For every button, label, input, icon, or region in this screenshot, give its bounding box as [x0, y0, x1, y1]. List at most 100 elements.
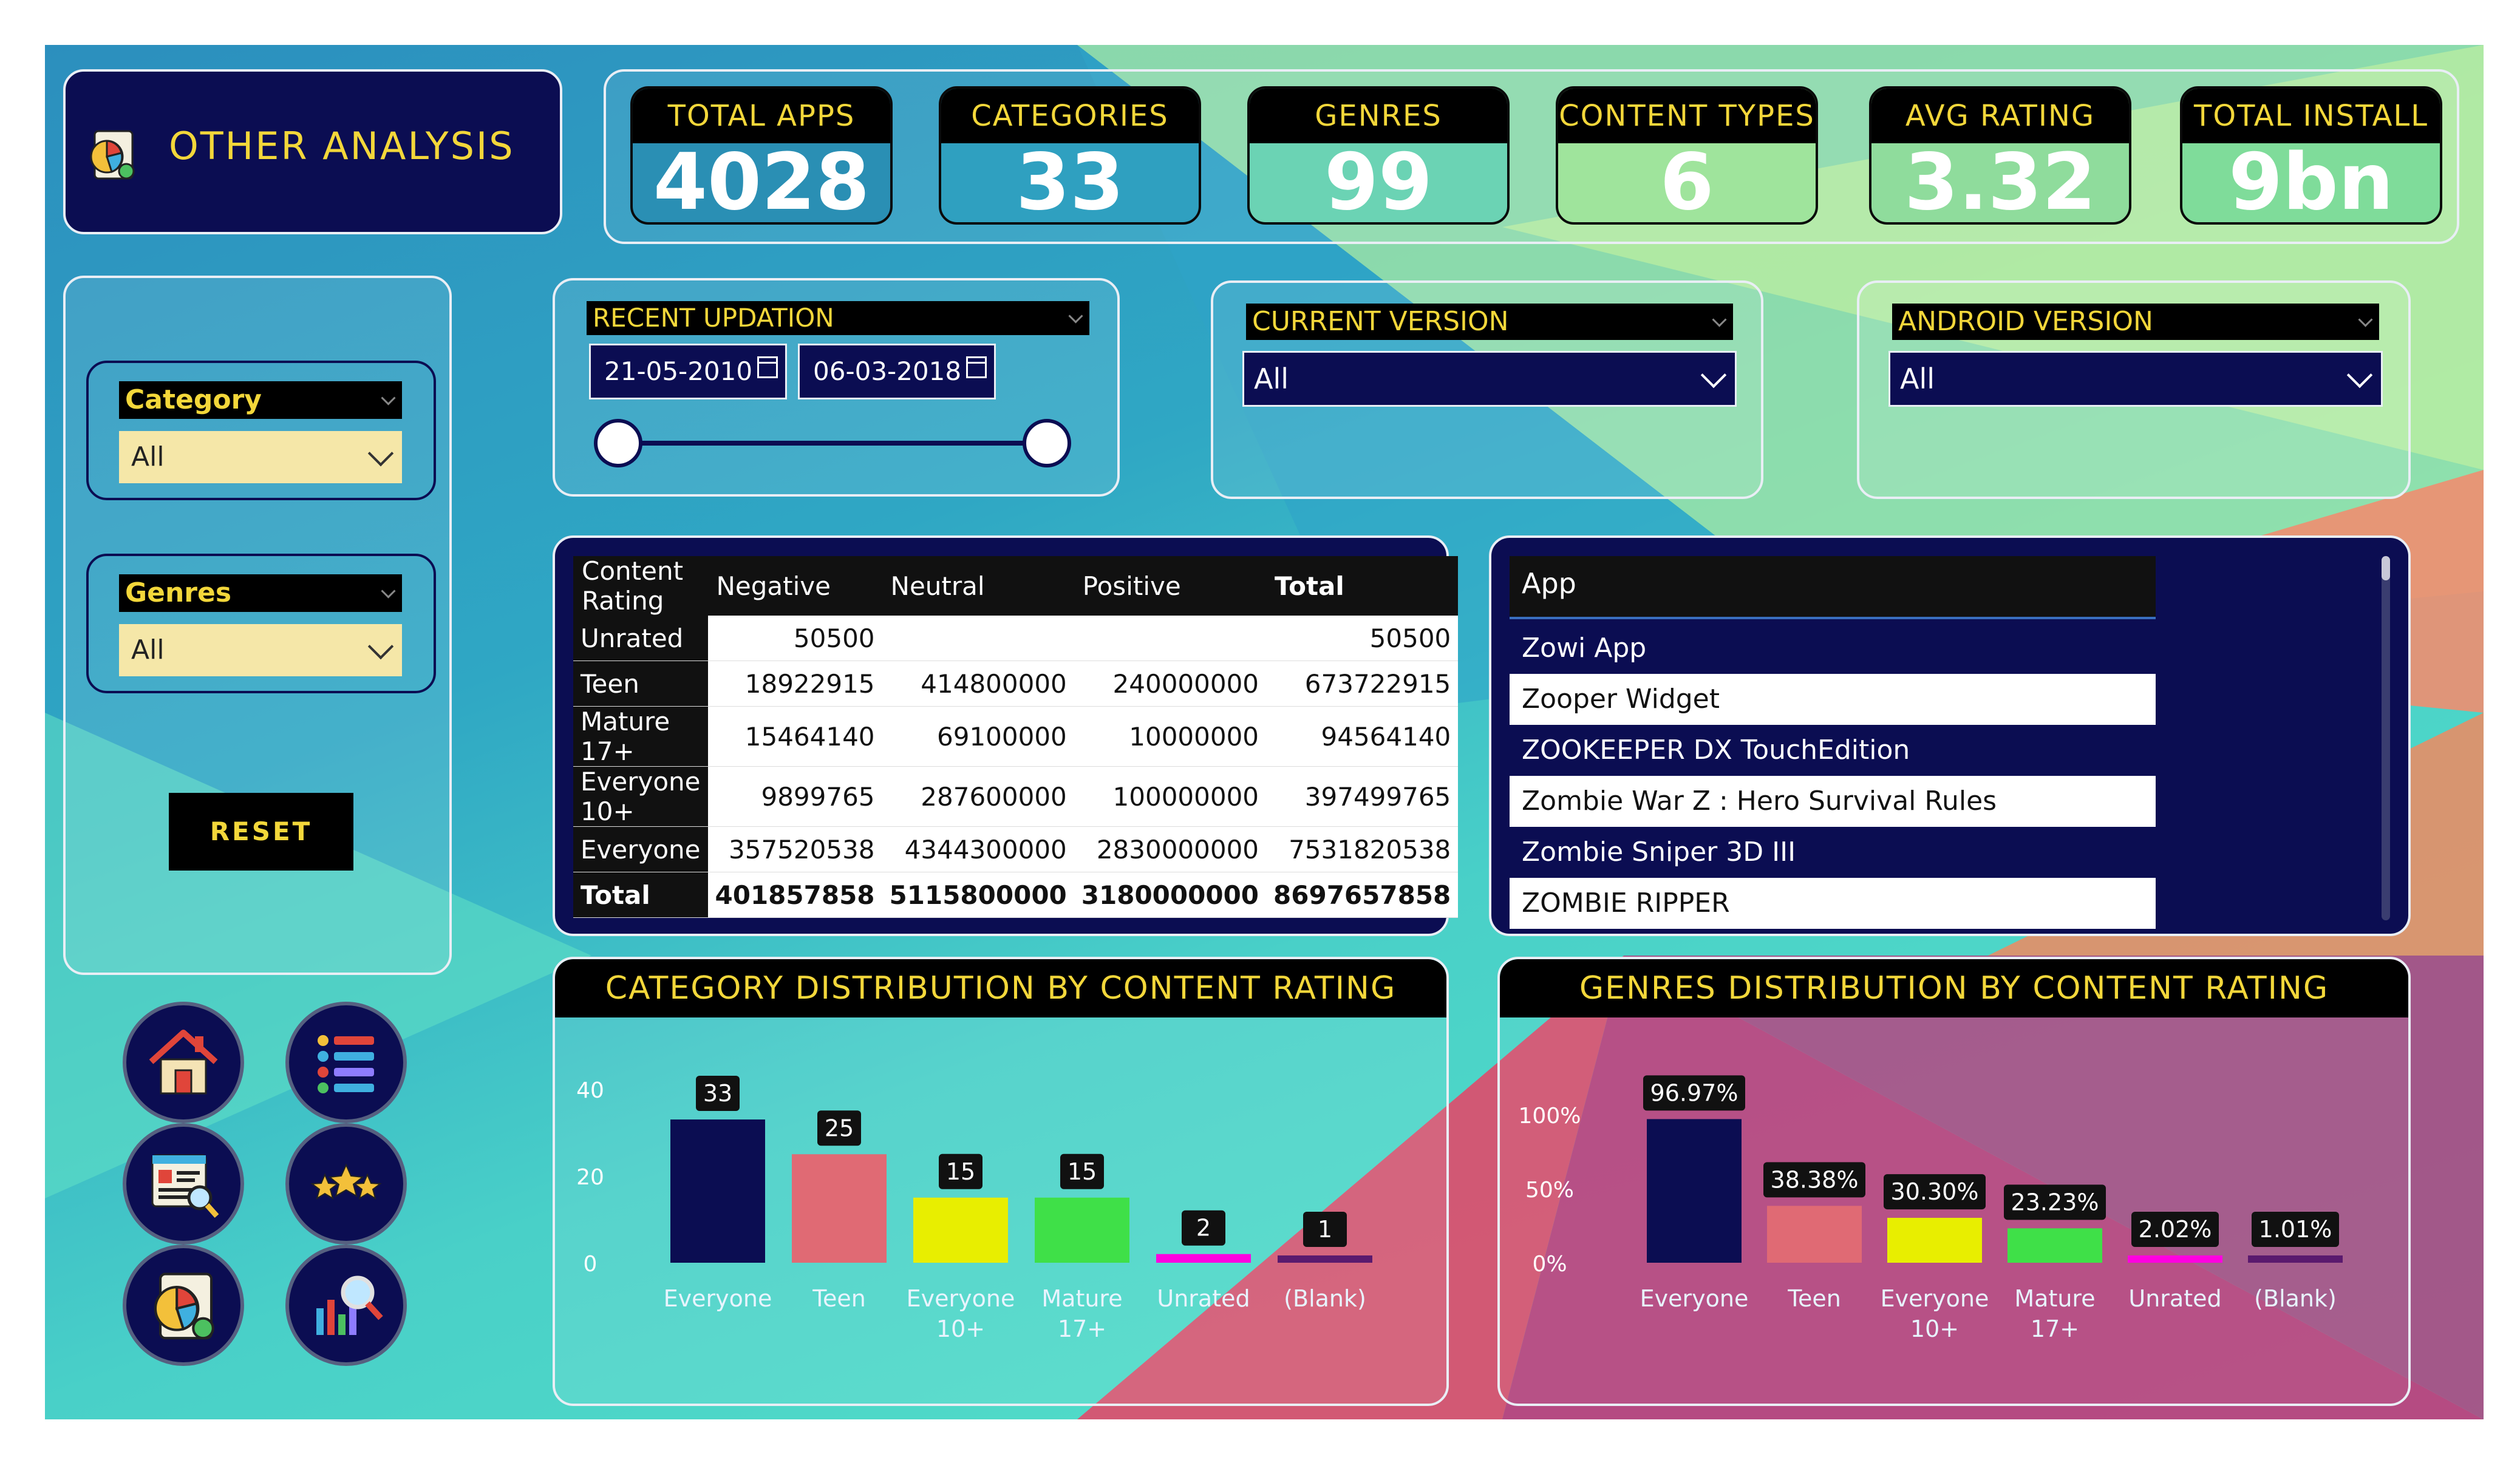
scrollbar[interactable] — [2382, 556, 2390, 920]
data-label-box — [817, 1110, 861, 1146]
genres-label: Genres — [119, 574, 402, 612]
data-label: 96.97% — [1650, 1079, 1738, 1106]
data-label-box — [1763, 1162, 1865, 1198]
category-dropdown[interactable]: All — [119, 431, 402, 483]
stars-icon — [310, 1163, 382, 1200]
current-version-dropdown[interactable]: All — [1242, 351, 1737, 407]
reset-button[interactable]: RESET — [169, 793, 353, 871]
list-item[interactable]: Zombie War Z : Hero Survival Rules — [1510, 776, 2156, 827]
x-tick-label: Teen — [1787, 1285, 1841, 1312]
kpi-card-genres: GENRES 99 — [1247, 86, 1510, 225]
matrix-row-label: Everyone — [573, 826, 708, 872]
matrix-header-positive[interactable]: Positive — [1082, 571, 1181, 601]
matrix-header-total[interactable]: Total — [1275, 571, 1344, 601]
matrix-cell-total: 94564140 — [1266, 706, 1459, 767]
x-tick-label: 10+ — [936, 1316, 985, 1342]
kpi-value: 99 — [1324, 137, 1433, 225]
date-slider-track[interactable] — [618, 441, 1047, 446]
x-tick-label: (Blank) — [1284, 1285, 1366, 1312]
bar — [1647, 1119, 1742, 1263]
data-label: 33 — [703, 1080, 732, 1107]
date-slider-start-handle[interactable] — [594, 419, 642, 467]
nav-home-button[interactable] — [123, 1002, 244, 1123]
kpi-card-total-apps: TOTAL APPS 4028 — [630, 86, 893, 225]
matrix-row: Everyone 357520538 4344300000 2830000000 753… — [573, 826, 1459, 872]
y-tick-label: 0 — [584, 1252, 598, 1277]
chevron-down-icon — [381, 390, 396, 406]
genres-chart-title: GENRES DISTRIBUTION BY CONTENT RATING — [1500, 959, 2408, 1017]
pie-chart-report-icon — [154, 1272, 214, 1340]
list-icon — [318, 1035, 374, 1093]
matrix-cell-negative: 9899765 — [707, 766, 882, 827]
data-label: 23.23% — [2011, 1189, 2099, 1215]
kpi-label: GENRES — [1250, 89, 1507, 143]
date-slider-end-handle[interactable] — [1023, 419, 1071, 467]
chevron-down-icon — [2346, 362, 2373, 389]
nav-analysis-button[interactable] — [123, 1245, 244, 1366]
pie-chart-report-icon — [83, 125, 141, 183]
matrix-header-row: Content Rating Negative Neutral Positive… — [573, 556, 1459, 616]
x-tick-label: (Blank) — [2254, 1285, 2337, 1312]
bar — [2128, 1255, 2222, 1263]
recent-updation-label: RECENT UPDATION — [587, 301, 1089, 335]
android-version-dropdown[interactable]: All — [1888, 351, 2383, 407]
matrix-cell-positive: 240000000 — [1074, 661, 1267, 707]
scrollbar-thumb[interactable] — [2382, 556, 2390, 580]
genres-slicer: Genres All — [86, 554, 436, 693]
list-item[interactable]: ZOMBIE RIPPER — [1510, 878, 2156, 929]
genres-dropdown[interactable]: All — [119, 624, 402, 676]
matrix-cell-neutral: 69100000 — [882, 706, 1074, 767]
android-version-label: ANDROID VERSION — [1892, 304, 2379, 340]
data-label: 15 — [1068, 1158, 1097, 1185]
app-list-header[interactable]: App — [1510, 556, 2156, 619]
chevron-down-icon — [381, 583, 396, 599]
list-item[interactable]: ZOOKEEPER DX TouchEdition — [1522, 735, 1910, 766]
bar — [1767, 1206, 1862, 1263]
matrix-header-negative[interactable]: Negative — [716, 571, 831, 601]
nav-rating-button[interactable] — [285, 1123, 407, 1245]
nav-list-button[interactable] — [285, 1002, 407, 1123]
category-distribution-chart: 0 20 40 33 Everyone 25 Teen 15 Everyone 10+ 15 Matu… — [576, 1076, 1372, 1342]
chevron-down-icon — [367, 633, 394, 660]
android-version-panel: ANDROID VERSION All — [1857, 280, 2411, 499]
data-label-box — [939, 1153, 982, 1189]
matrix-header-content-rating[interactable]: Content Rating — [582, 556, 684, 616]
data-label-box — [1643, 1075, 1745, 1111]
list-item[interactable]: Zooper Widget — [1510, 674, 2156, 725]
matrix-row: Mature 17+ 15464140 69100000 10000000 945641… — [573, 706, 1459, 767]
matrix-row-label: Total — [573, 872, 708, 918]
start-date-value: 21-05-2010 — [604, 356, 753, 386]
data-label-box — [2252, 1212, 2339, 1247]
matrix-header-neutral[interactable]: Neutral — [890, 571, 985, 601]
y-tick-label: 40 — [576, 1078, 604, 1103]
genres-distribution-chart: 0% 50% 100% 96.97% Everyone 38.38% Teen 30.30% E… — [1519, 1075, 2343, 1342]
bar — [1278, 1255, 1372, 1263]
end-date-input[interactable]: 06-03-2018 — [798, 344, 996, 399]
list-item[interactable]: Zombie Sniper 3D III — [1522, 837, 1796, 868]
kpi-value: 9bn — [2229, 137, 2394, 225]
matrix-row: Total 401857858 5115800000 3180000000 869765… — [573, 872, 1459, 918]
chevron-down-icon — [1068, 308, 1083, 324]
matrix-cell-total: 7531820538 — [1266, 826, 1459, 872]
app-list: Zowi App Zooper Widget ZOOKEEPER DX TouchE… — [1510, 623, 2156, 929]
matrix-cell-total: 397499765 — [1266, 766, 1459, 827]
x-tick-label: 17+ — [2031, 1316, 2079, 1342]
calendar-icon — [966, 356, 987, 378]
matrix-cell-negative: 50500 — [707, 616, 882, 661]
start-date-input[interactable]: 21-05-2010 — [589, 344, 787, 399]
nav-report-button[interactable] — [123, 1123, 244, 1245]
kpi-card-content-types: CONTENT TYPES 6 — [1556, 86, 1818, 225]
kpi-label: CONTENT TYPES — [1558, 89, 1816, 143]
chevron-down-icon — [367, 440, 394, 467]
matrix-cell-positive: 2830000000 — [1074, 826, 1267, 872]
matrix-row-label: Teen — [573, 661, 708, 707]
end-date-value: 06-03-2018 — [813, 356, 962, 386]
kpi-value: 6 — [1660, 137, 1714, 225]
kpi-label: CATEGORIES — [941, 89, 1199, 143]
category-label-text: Category — [125, 384, 262, 415]
y-tick-label: 50% — [1525, 1178, 1574, 1203]
data-label: 38.38% — [1771, 1166, 1859, 1193]
list-item[interactable]: Zowi App — [1522, 633, 1647, 664]
nav-search-chart-button[interactable] — [285, 1245, 407, 1366]
y-tick-label: 20 — [576, 1165, 604, 1190]
